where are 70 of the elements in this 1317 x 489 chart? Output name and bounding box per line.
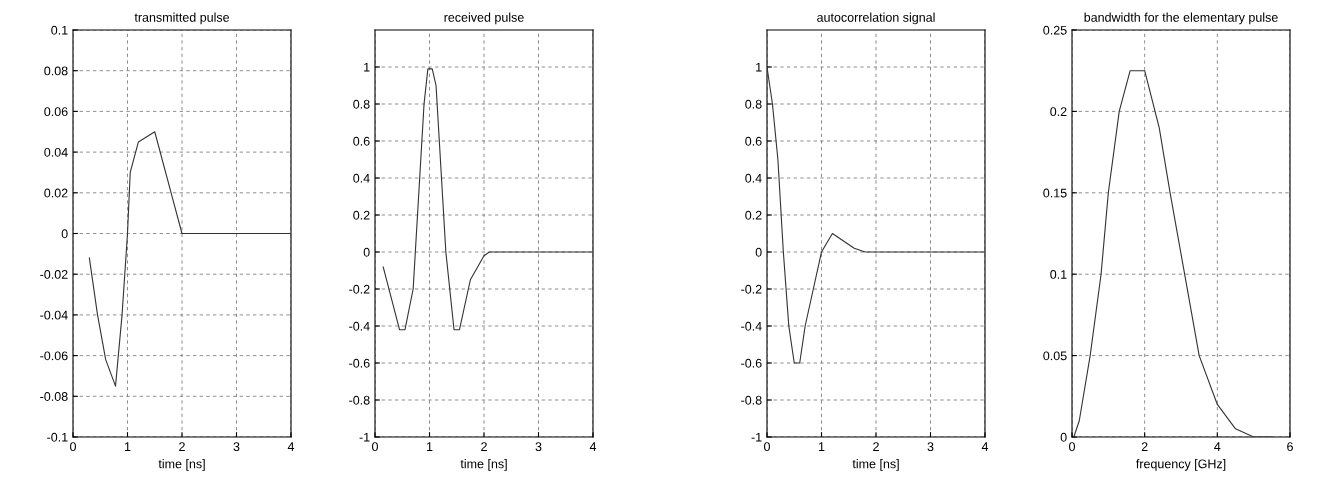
line-series [767,66,985,364]
y-tick-label: 0 [1060,432,1067,442]
x-tick-label: 4 [589,442,597,451]
y-tick-label: -0.04 [40,310,68,320]
x-tick-label: 1 [818,442,825,451]
y-tick-label: 0.6 [353,136,370,146]
y-tick-label: 0.1 [1050,270,1067,279]
y-tick-label: 0.25 [1043,25,1067,35]
x-tick-label: 2 [873,442,879,451]
x-tick-label: 4 [981,442,989,451]
chart-title: bandwidth for the elementary pulse [1084,12,1278,25]
y-tick-label: 0.4 [745,173,762,183]
y-tick-label: 0.2 [353,210,370,220]
chart-title: received pulse [444,12,524,25]
y-tick-label: -0.2 [349,284,370,294]
chart-title: autocorrelation signal [817,12,935,25]
y-tick-label: 0.02 [44,188,68,198]
y-tick-label: -0.06 [40,351,68,361]
y-tick-label: -0.4 [741,321,762,331]
y-tick-label: 0.2 [1050,107,1067,117]
x-tick-label: 1 [426,442,433,451]
y-tick-label: -0.1 [47,432,68,442]
y-tick-label: 0.6 [745,136,762,146]
x-tick-label: 3 [535,442,542,452]
y-tick-label: 0.1 [51,25,68,35]
y-tick-label: 0.15 [1043,188,1067,198]
y-tick-label: -0.6 [741,358,762,368]
x-tick-label: 6 [1287,442,1293,452]
y-tick-label: 1 [756,62,762,72]
x-tick-label: 0 [372,442,378,452]
x-tick-label: 0 [1069,442,1075,452]
y-tick-label: 0.08 [44,66,68,76]
x-tick-label: 2 [1141,442,1148,451]
x-tick-label: 2 [179,442,185,451]
y-tick-label: 1 [364,62,370,72]
y-tick-label: 0.8 [353,99,370,109]
y-tick-label: 0 [363,247,370,257]
y-tick-label: -1 [751,432,762,442]
x-axis-title: time [ns] [158,459,205,471]
y-tick-label: 0.04 [44,147,68,157]
x-tick-label: 1 [124,442,131,451]
y-tick-label: 0 [755,247,762,257]
chart-title: transmitted pulse [134,12,230,25]
x-tick-label: 2 [481,442,487,451]
line-series [88,131,291,387]
x-tick-label: 3 [233,442,240,452]
line-series [382,68,593,331]
y-tick-label: -0.4 [349,321,370,331]
y-tick-label: -0.8 [741,395,762,405]
y-tick-label: -0.02 [40,270,68,279]
x-tick-label: 3 [927,442,934,452]
y-tick-label: -0.08 [40,392,68,401]
x-axis-title: frequency [GHz] [1136,459,1226,471]
x-axis-title: time [ns] [852,459,899,471]
y-tick-label: 0 [61,229,68,239]
line-series [1073,70,1273,437]
x-tick-label: 0 [70,442,76,452]
x-tick-label: 4 [1214,442,1221,451]
x-axis-title: time [ns] [460,459,507,471]
y-tick-label: 0.2 [745,210,762,220]
y-tick-label: 0.06 [44,107,68,117]
y-tick-label: -0.2 [741,284,762,294]
y-tick-label: -0.6 [349,358,370,368]
x-tick-label: 0 [764,442,770,452]
y-tick-label: 0.05 [1043,351,1067,361]
y-tick-label: -1 [359,432,370,442]
y-tick-label: 0.8 [745,99,762,109]
x-tick-label: 4 [287,442,295,451]
y-tick-label: 0.4 [353,173,370,183]
y-tick-label: -0.8 [349,395,370,405]
